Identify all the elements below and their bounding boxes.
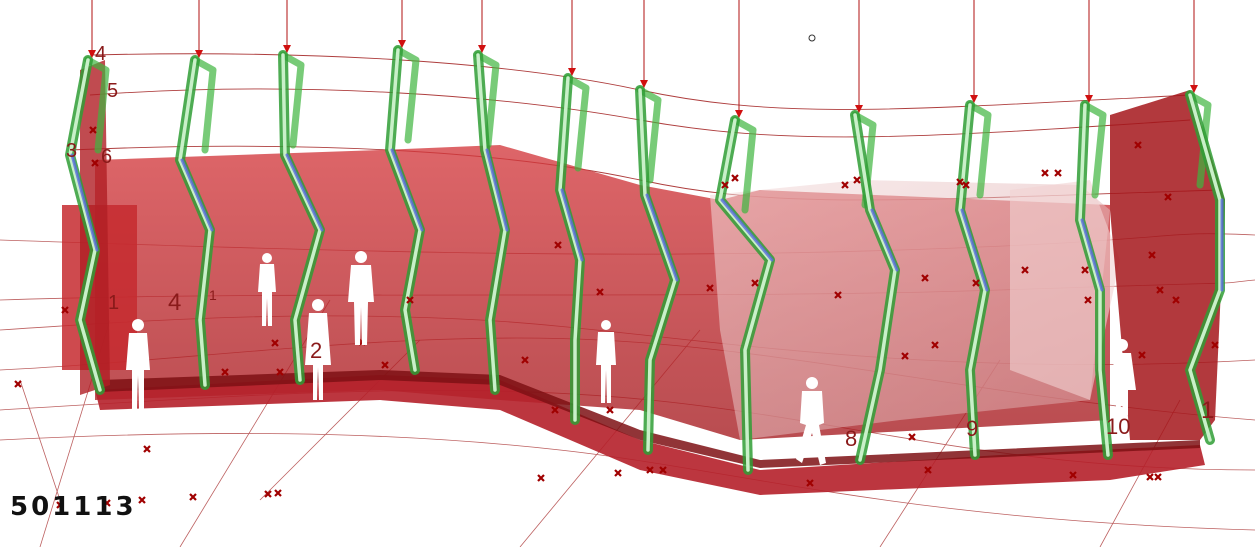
anchor-marker — [61, 306, 69, 314]
figure-person-6 — [796, 377, 826, 465]
anchor-marker — [646, 466, 654, 474]
anchor-marker — [521, 356, 529, 364]
anchor-marker — [1164, 193, 1172, 201]
column-frame-2 — [175, 0, 217, 390]
anchor-marker — [972, 279, 980, 287]
anchor-marker — [841, 181, 849, 189]
anchor-marker — [1138, 351, 1146, 359]
anchor-marker — [908, 433, 916, 441]
anchor-marker — [659, 466, 667, 474]
viewport-marker — [808, 34, 816, 42]
anchor-marker — [596, 288, 604, 296]
anchor-marker — [554, 241, 562, 249]
anchor-marker — [1134, 141, 1142, 149]
anchor-marker — [721, 181, 729, 189]
column-frame-1 — [65, 0, 110, 395]
column-frame-3 — [278, 0, 325, 385]
label-node-9: 9 — [966, 416, 978, 441]
floor-slab — [95, 370, 1205, 495]
label-node-3: 3 — [66, 140, 77, 162]
column-frame-11 — [1075, 0, 1113, 460]
figure-person-2 — [258, 253, 276, 326]
anchor-marker — [1081, 266, 1089, 274]
column-frames — [65, 0, 1225, 475]
anchor-marker — [751, 279, 759, 287]
anchor-marker — [1211, 341, 1219, 349]
label-node-1b: 1 — [108, 292, 119, 314]
anchor-marker — [921, 274, 929, 282]
anchor-marker — [956, 178, 964, 186]
label-node-10: 10 — [1106, 414, 1130, 439]
label-node-4b: 4 — [168, 289, 181, 316]
label-node-2: 2 — [310, 338, 322, 363]
human-figures — [126, 251, 1136, 465]
anchor-marker — [1148, 251, 1156, 259]
anchor-marker — [406, 296, 414, 304]
label-node-5: 5 — [107, 80, 118, 102]
anchor-marker — [56, 501, 64, 509]
anchor-marker — [274, 489, 282, 497]
label-code: 501113 — [10, 492, 137, 522]
anchor-marker — [853, 176, 861, 184]
anchor-marker — [706, 284, 714, 292]
anchor-marker — [1041, 169, 1049, 177]
anchor-marker — [924, 466, 932, 474]
anchor-marker — [271, 339, 279, 347]
anchor-marker — [931, 341, 939, 349]
anchor-marker — [189, 493, 197, 501]
label-node-8: 8 — [845, 426, 857, 451]
figure-person-5 — [596, 320, 616, 403]
column-frame-5 — [473, 0, 510, 395]
anchor-marker — [962, 181, 970, 189]
label-node-4: 4 — [95, 43, 106, 65]
anchor-marker — [143, 445, 151, 453]
figure-person-7 — [1110, 339, 1136, 415]
anchor-marker — [1146, 473, 1154, 481]
column-frame-4 — [385, 0, 425, 375]
figure-person-1 — [126, 319, 150, 410]
back-wall — [95, 145, 1120, 440]
anchor-marker — [276, 368, 284, 376]
node-labels: 4 5 3 6 2 8 9 10 1 1 4 1 501113 — [10, 43, 1214, 522]
figure-person-3 — [305, 299, 331, 400]
anchor-marker — [901, 352, 909, 360]
column-frame-6 — [555, 0, 590, 425]
column-frame-12 — [1185, 0, 1225, 445]
anchor-marker — [89, 126, 97, 134]
anchor-marker — [1172, 296, 1180, 304]
anchor-marker — [1069, 471, 1077, 479]
anchor-marker — [834, 291, 842, 299]
label-node-1: 1 — [1201, 397, 1214, 424]
anchor-marker — [1054, 169, 1062, 177]
anchor-marker — [91, 159, 99, 167]
column-frame-7 — [635, 0, 680, 455]
anchor-marker — [537, 474, 545, 482]
column-frame-10 — [955, 0, 992, 460]
anchor-marker — [264, 490, 272, 498]
anchor-marker — [381, 361, 389, 369]
left-end-block — [62, 60, 137, 395]
anchor-marker — [138, 496, 146, 504]
anchor-marker — [14, 380, 22, 388]
anchor-marker — [221, 368, 229, 376]
anchor-marker — [1154, 473, 1162, 481]
anchor-marker — [551, 406, 559, 414]
anchor-marker — [606, 406, 614, 414]
label-node-1c: 1 — [209, 287, 217, 303]
figure-person-4 — [348, 251, 374, 345]
anchor-marker — [1156, 286, 1164, 294]
anchor-marker — [614, 469, 622, 477]
anchor-marker — [806, 479, 814, 487]
column-frame-9 — [850, 0, 900, 465]
label-node-6: 6 — [101, 146, 112, 168]
anchor-marker — [1021, 266, 1029, 274]
column-frame-8 — [715, 0, 775, 475]
anchor-marker — [1084, 296, 1092, 304]
anchor-markers — [14, 126, 1219, 509]
anchor-marker — [103, 499, 111, 507]
anchor-marker — [731, 174, 739, 182]
